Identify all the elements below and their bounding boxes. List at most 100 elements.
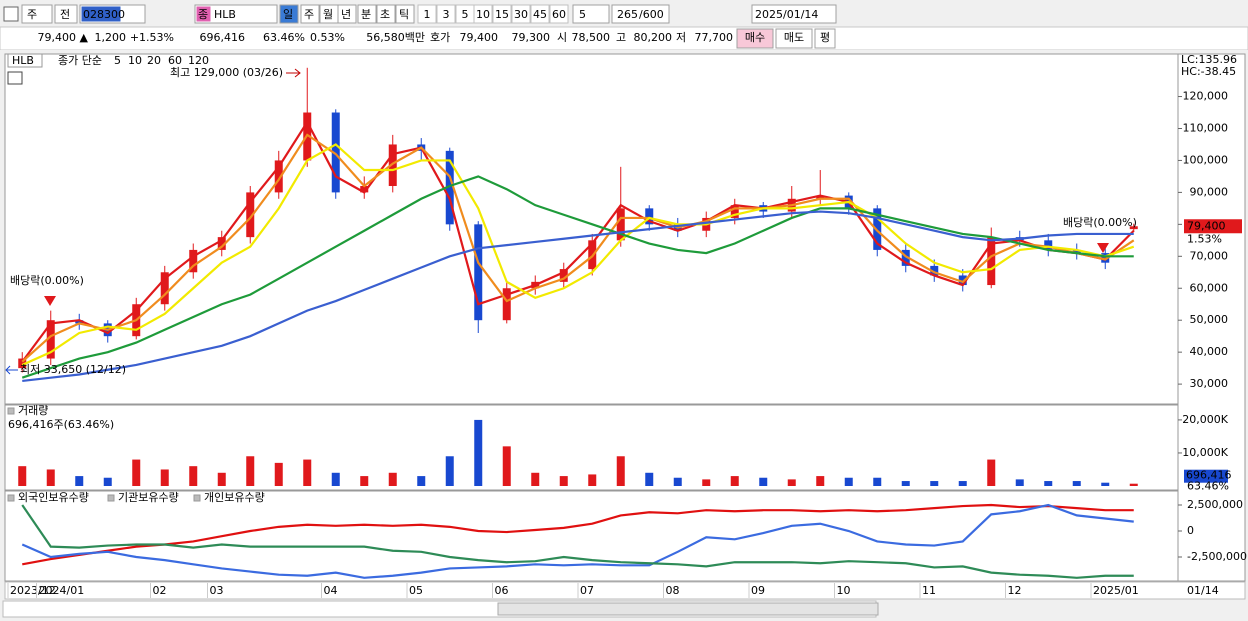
x-tick-label: 04 — [324, 584, 338, 597]
avg-button[interactable] — [814, 28, 836, 49]
low-annotation: 최저 33,650 (12/12) — [20, 363, 126, 376]
quote-price: 79,400 ▲ — [38, 31, 89, 44]
candle-body — [331, 112, 340, 193]
buy-button[interactable] — [736, 28, 774, 49]
high: 80,200 — [634, 31, 673, 44]
unit: 5 — [579, 8, 586, 21]
y-tick-label: 40,000 — [1190, 345, 1229, 358]
volume-bar — [360, 476, 369, 486]
volume-bar — [1129, 483, 1138, 486]
period-button[interactable] — [376, 4, 396, 24]
hoga-label: 호가 — [430, 31, 450, 44]
volume-bar — [160, 469, 169, 486]
period: 주 — [304, 8, 314, 21]
interval-button[interactable] — [436, 4, 456, 24]
volume-bar — [1044, 481, 1053, 486]
date-axis-panel — [4, 581, 1246, 600]
candle-body — [46, 320, 55, 359]
period-button[interactable] — [300, 4, 320, 24]
volume-bar — [502, 446, 511, 486]
period-button[interactable] — [279, 4, 299, 24]
y-tick-label: 50,000 — [1190, 313, 1229, 326]
volume-bar — [217, 472, 226, 486]
volume-bar — [474, 419, 483, 486]
candle-body — [474, 224, 483, 321]
high-arrow — [286, 68, 301, 78]
candle-body — [502, 288, 511, 321]
name-tag: 종 — [198, 8, 208, 21]
interval-button[interactable] — [530, 4, 550, 24]
interval: 1 — [424, 8, 431, 21]
date-input[interactable] — [751, 4, 837, 24]
interval-button[interactable] — [473, 4, 493, 24]
period-button[interactable] — [395, 4, 415, 24]
legend-entry: 120 — [188, 54, 209, 67]
market-select[interactable] — [21, 4, 53, 24]
volume-bar — [816, 476, 825, 486]
volume-bar — [645, 472, 654, 486]
candle-body — [160, 272, 169, 305]
candle-body — [246, 192, 255, 238]
period: 년 — [341, 8, 351, 21]
volume-bar — [46, 469, 55, 486]
moving-average-line — [21, 143, 1135, 366]
period: 월 — [323, 8, 333, 21]
avg[interactable]: 평 — [820, 31, 830, 44]
unit-input[interactable] — [572, 4, 610, 24]
candle-body — [445, 150, 454, 225]
sell-button[interactable] — [775, 28, 813, 49]
volume-bar — [616, 456, 625, 486]
interval-button[interactable] — [492, 4, 512, 24]
last-volume-box — [1184, 469, 1228, 483]
sell[interactable]: 매도 — [784, 31, 804, 44]
candle-body — [274, 160, 283, 193]
last-volume-ratio: 63.46% — [1187, 480, 1229, 493]
volume-bar — [873, 477, 882, 486]
y-tick-label: -2,500,000 — [1187, 550, 1247, 563]
y-tick-label: 70,000 — [1190, 249, 1229, 262]
candle-body — [217, 237, 226, 250]
last-price-box — [1184, 219, 1242, 234]
interval-button[interactable] — [417, 4, 437, 24]
interval-button[interactable] — [549, 4, 569, 24]
volume-bar — [388, 472, 397, 486]
window-icon[interactable] — [3, 6, 19, 22]
candle-body — [616, 208, 625, 241]
date: 2025/01/14 — [755, 8, 818, 21]
prev-button[interactable] — [54, 4, 78, 24]
candle-body — [1101, 253, 1110, 263]
y-tick-label: 110,000 — [1183, 121, 1229, 134]
name-input[interactable] — [194, 4, 278, 24]
interval: 3 — [443, 8, 450, 21]
period-button[interactable] — [357, 4, 377, 24]
period: 일 — [283, 7, 293, 21]
scroll-thumb[interactable] — [497, 602, 879, 616]
buy[interactable]: 매수 — [745, 31, 765, 44]
volume-bar — [759, 477, 768, 486]
volume-bar — [1015, 479, 1024, 486]
volume-bar — [303, 459, 312, 486]
x-tick-label: 07 — [580, 584, 594, 597]
candle-body — [1044, 240, 1053, 250]
count-max: /600 — [639, 8, 664, 21]
period: 초 — [380, 8, 390, 21]
quote-turnover: 0.53% — [310, 31, 345, 44]
y-tick-label: 20,000K — [1182, 413, 1228, 426]
candle-body — [18, 358, 27, 369]
last-volume: 696,416 — [1186, 469, 1232, 482]
volume-bar — [1072, 481, 1081, 486]
dividend-arrow — [44, 296, 56, 306]
candle-body — [360, 186, 369, 193]
candle-body — [388, 144, 397, 187]
x-tick-label: 08 — [666, 584, 680, 597]
volume-bar — [787, 479, 796, 486]
quote-volume: 696,416 — [200, 31, 246, 44]
grid-icon[interactable] — [7, 71, 23, 85]
volume-bar — [331, 472, 340, 486]
candle-body — [987, 237, 996, 286]
interval-button[interactable] — [511, 4, 531, 24]
count-input[interactable] — [611, 4, 670, 24]
volume-bar — [987, 459, 996, 486]
period-button[interactable] — [337, 4, 357, 24]
